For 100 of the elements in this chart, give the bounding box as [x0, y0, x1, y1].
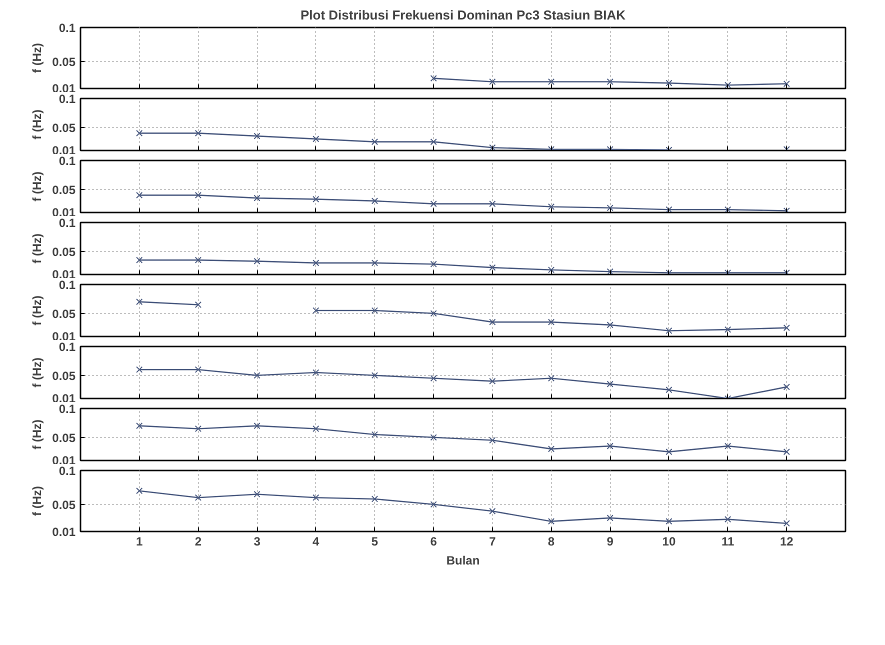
point: [783, 80, 790, 88]
point: [666, 448, 672, 456]
point: [194, 425, 202, 432]
point: [548, 446, 555, 452]
point: [254, 490, 260, 498]
point: [312, 369, 320, 376]
y-tick-label: 0.1: [58, 464, 76, 478]
x-tick-label: 10: [662, 534, 676, 548]
point: [371, 372, 378, 379]
point: [312, 307, 320, 314]
y-tick-label: 0.05: [52, 120, 76, 135]
point: [783, 324, 790, 332]
point: [371, 260, 378, 266]
point: [724, 82, 732, 88]
point: [489, 508, 496, 514]
point: [371, 431, 378, 438]
point: [783, 207, 790, 212]
point: [312, 136, 320, 142]
y-tick-label: 0.05: [52, 182, 76, 197]
point: [254, 132, 260, 140]
point: [430, 200, 437, 208]
point: [312, 260, 320, 266]
point: [312, 494, 320, 501]
point: [548, 78, 555, 86]
point: [136, 256, 143, 264]
x-tick-label: 2: [194, 534, 202, 548]
point: [371, 496, 378, 502]
y-axis-title: f (Hz): [30, 486, 44, 516]
point: [430, 374, 437, 382]
point: [606, 322, 614, 328]
point: [548, 318, 555, 326]
point: [194, 256, 202, 264]
point: [724, 269, 732, 274]
point: [606, 514, 614, 522]
point: [430, 434, 437, 441]
y-tick-label: 0.05: [52, 430, 76, 445]
point: [724, 206, 732, 212]
point: [666, 206, 672, 212]
y-tick-label: 0.1: [58, 340, 76, 354]
point: [136, 366, 143, 373]
x-tick-label: 3: [254, 534, 261, 548]
point: [666, 386, 672, 394]
point: [371, 138, 378, 146]
point: [254, 194, 260, 202]
y-tick-label: 0.1: [58, 216, 76, 230]
y-tick-label: 0.05: [52, 498, 76, 512]
point: [548, 266, 555, 274]
point: [783, 448, 790, 456]
x-tick-label: 8: [548, 534, 555, 548]
y-tick-label: 0.1: [58, 402, 76, 416]
y-tick-label: 0.05: [52, 306, 76, 321]
y-axis-title: f (Hz): [30, 419, 44, 450]
x-tick-label: 4: [312, 534, 320, 548]
point: [724, 516, 732, 523]
point: [489, 264, 496, 271]
point: [254, 258, 260, 265]
x-tick-label: 7: [489, 534, 496, 548]
y-axis-title: f (Hz): [30, 109, 44, 140]
point: [489, 318, 496, 326]
point: [312, 196, 320, 203]
point: [783, 520, 790, 527]
x-tick-label: 6: [430, 534, 438, 548]
y-tick-label: 0.1: [58, 21, 76, 35]
x-tick-label: 5: [371, 534, 378, 548]
point: [606, 78, 614, 86]
y-axis-title: f (Hz): [30, 171, 44, 202]
point: [430, 75, 437, 82]
y-tick-label: 0.1: [58, 154, 76, 168]
y-tick-label: 0.1: [58, 92, 76, 106]
y-axis-title: f (Hz): [30, 295, 44, 326]
point: [666, 80, 672, 86]
point: [136, 422, 143, 430]
point: [783, 384, 790, 390]
point: [489, 436, 496, 444]
point: [548, 518, 555, 525]
x-tick-label: 1: [136, 534, 144, 548]
point: [666, 269, 672, 274]
point: [430, 501, 437, 508]
point: [724, 326, 732, 333]
chart-title: Plot Distribusi Frekuensi Dominan Pc3 Stasiun BIAK: [300, 8, 626, 22]
point: [606, 442, 614, 450]
point: [136, 488, 143, 494]
point: [194, 366, 202, 373]
point: [489, 200, 496, 208]
point: [489, 378, 496, 384]
point: [489, 78, 496, 86]
y-tick-label: 0.1: [58, 278, 76, 292]
point: [194, 301, 202, 308]
x-tick-label: 9: [606, 534, 614, 548]
y-tick-label: 0.01: [52, 525, 76, 539]
point: [430, 138, 437, 146]
point: [606, 380, 614, 388]
point: [194, 192, 202, 198]
point: [724, 442, 732, 450]
x-tick-label: 12: [780, 534, 794, 548]
y-axis-title: f (Hz): [30, 42, 44, 73]
y-tick-label: 0.05: [52, 54, 76, 69]
point: [136, 298, 143, 306]
y-tick-label: 0.05: [52, 244, 76, 259]
point: [548, 374, 555, 382]
